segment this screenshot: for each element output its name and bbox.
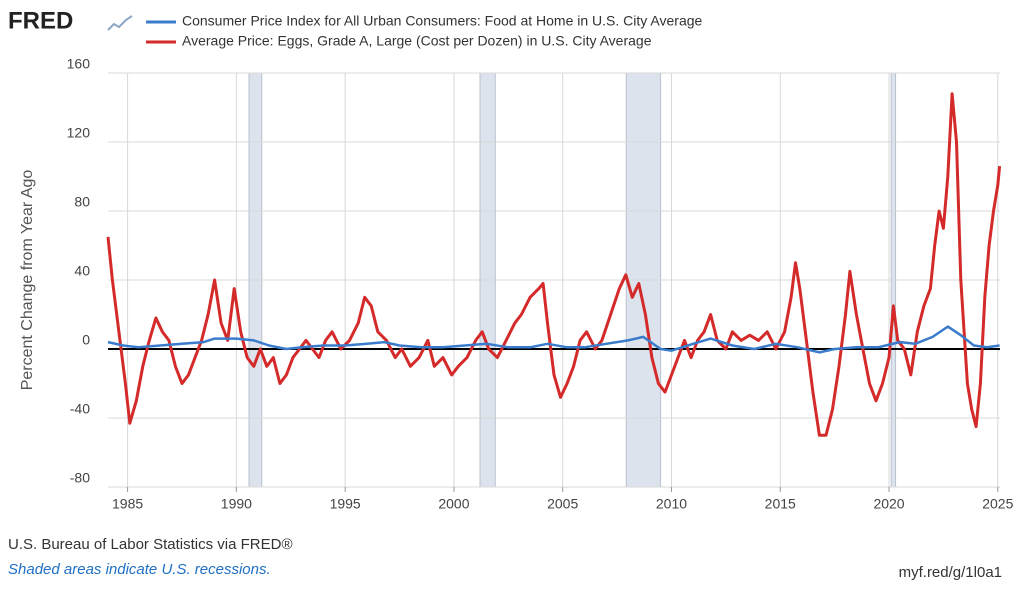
y-tick-label: 80 <box>74 194 90 210</box>
y-tick-label: -80 <box>70 470 90 486</box>
y-axis-label: Percent Change from Year Ago <box>19 170 36 391</box>
logo-icon <box>107 15 133 31</box>
logo: FRED <box>8 7 73 34</box>
y-tick-label: 0 <box>82 332 90 348</box>
y-tick-label: 40 <box>74 263 90 279</box>
x-tick-label: 2020 <box>873 496 904 512</box>
x-tick-label: 2025 <box>982 496 1013 512</box>
y-tick-label: 120 <box>67 125 91 141</box>
legend-label: Average Price: Eggs, Grade A, Large (Cos… <box>182 33 652 49</box>
y-tick-label: 160 <box>67 56 91 72</box>
x-tick-label: 2015 <box>765 496 796 512</box>
x-tick-label: 1990 <box>221 496 252 512</box>
series-line <box>107 325 1000 354</box>
series-line <box>106 92 1002 437</box>
x-tick-label: 1985 <box>112 496 143 512</box>
source: U.S. Bureau of Labor Statistics via FRED… <box>8 536 293 553</box>
x-tick-label: 2005 <box>547 496 578 512</box>
chart: FRED Percent Change from Year Ago -80 -40… <box>8 7 1014 512</box>
y-tick-label: -40 <box>70 401 90 417</box>
recession-note[interactable]: Shaded areas indicate U.S. recessions. <box>8 561 271 578</box>
x-tick-label: 1995 <box>330 496 361 512</box>
short-link[interactable]: myf.red/g/1l0a1 <box>898 564 1002 581</box>
legend-label: Consumer Price Index for All Urban Consu… <box>182 13 703 29</box>
x-tick-label: 2010 <box>656 496 687 512</box>
x-tick-label: 2000 <box>438 496 469 512</box>
